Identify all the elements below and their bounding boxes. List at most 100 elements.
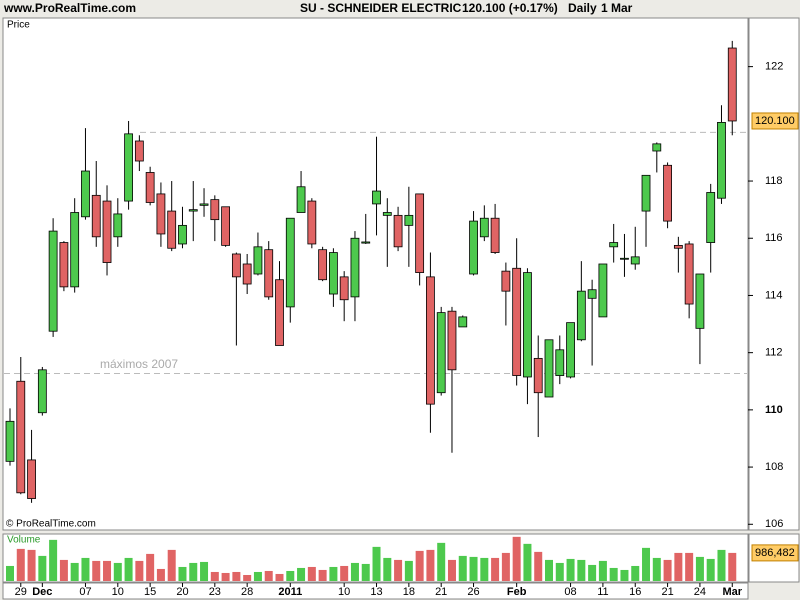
candle-body: [555, 349, 565, 376]
volume-bar: [534, 551, 543, 581]
volume-bar: [383, 557, 392, 581]
date: 1 Mar: [601, 1, 633, 15]
quote: 120.100 (+0.17%): [462, 1, 558, 15]
candle-body: [124, 133, 133, 202]
y-tick-label: 110: [765, 404, 783, 416]
candle-body: [350, 237, 360, 298]
volume-bar: [318, 569, 327, 581]
candle-body: [533, 357, 543, 394]
volume-bar: [297, 567, 306, 581]
volume-bar: [609, 567, 618, 581]
candle-body: [404, 214, 414, 226]
volume-bar: [92, 560, 101, 581]
volume-bar: [620, 569, 629, 581]
volume-bar: [501, 552, 510, 581]
period: Daily: [568, 1, 597, 15]
watermark: © ProRealTime.com: [6, 519, 96, 530]
volume-bar: [286, 570, 295, 581]
volume-bar: [49, 539, 58, 581]
volume-bar: [728, 552, 737, 581]
volume-bar: [146, 553, 155, 581]
price-label-box: [751, 112, 799, 130]
volume-bar: [437, 542, 446, 581]
volume-bar: [275, 573, 284, 581]
candle-body: [188, 209, 198, 212]
candle-body: [372, 190, 381, 205]
volume-bar: [588, 564, 597, 581]
y-tick-label: 114: [765, 289, 783, 301]
volume-bar: [491, 557, 500, 581]
candle-body: [490, 217, 500, 253]
volume-bar: [178, 566, 187, 581]
y-tick-label: 116: [765, 232, 783, 244]
candle-body: [296, 186, 306, 213]
volume-bar: [329, 566, 338, 581]
candle-body: [479, 217, 489, 238]
volume-bar: [555, 562, 564, 581]
annotation: máximos 2007: [100, 357, 178, 371]
candle-body: [178, 224, 187, 245]
volume-bar: [652, 557, 661, 581]
candle-body: [318, 249, 328, 281]
x-tick-label: 21: [435, 586, 447, 598]
volume-bar: [350, 562, 359, 581]
volume-bar: [545, 559, 553, 581]
candle-body: [339, 276, 349, 301]
volume-bar: [480, 557, 489, 581]
volume-bar: [512, 536, 521, 581]
volume-bar: [200, 561, 209, 581]
x-tick-label: 24: [694, 586, 706, 598]
y-tick-label: 122: [765, 61, 783, 73]
candle-body: [361, 241, 371, 244]
candle-body: [328, 252, 338, 295]
candle-body: [102, 200, 112, 263]
x-tick-label: 10: [338, 586, 350, 598]
candle-body: [544, 339, 554, 398]
candle-body: [717, 122, 726, 199]
candle-body: [264, 249, 274, 298]
x-tick-label: 10: [112, 586, 124, 598]
volume-bar: [642, 547, 651, 581]
candle-body: [447, 310, 457, 371]
volume-bar: [706, 558, 715, 581]
volume-bar: [695, 556, 704, 581]
y-tick-label: 106: [765, 518, 783, 530]
candle-body: [221, 206, 231, 246]
volume-bar: [404, 560, 413, 581]
candle-body: [630, 256, 640, 265]
candle-body: [199, 203, 209, 206]
price-label: 120.100: [755, 115, 795, 127]
candle-body: [113, 213, 123, 238]
volume-label: 986,482: [755, 547, 795, 559]
candle-body: [652, 143, 662, 152]
candle-body: [5, 420, 15, 462]
volume-bar: [426, 549, 435, 581]
candle-body: [609, 242, 619, 248]
volume-bar: [340, 565, 349, 581]
candle-body: [167, 210, 177, 249]
candle-body: [210, 199, 220, 221]
candle-body: [426, 276, 435, 405]
date-axis: [2, 582, 749, 600]
volume-bar: [243, 574, 252, 581]
x-tick-label: Mar: [722, 586, 742, 598]
volume-bar: [685, 552, 694, 581]
x-tick-label: 11: [597, 586, 608, 598]
candle-body: [231, 253, 241, 278]
candle-body: [684, 243, 694, 305]
volume-label-box: [751, 544, 799, 562]
volume-bar: [631, 565, 640, 581]
volume-bar: [372, 546, 381, 581]
volume-bar: [70, 562, 79, 581]
candle-body: [695, 273, 705, 329]
volume-bar: [361, 563, 370, 581]
x-tick-label: 26: [467, 586, 479, 598]
price-axis: [748, 17, 800, 531]
x-tick-label: Feb: [507, 586, 527, 598]
instrument: SU - SCHNEIDER ELECTRIC: [300, 1, 462, 15]
candle-body: [620, 257, 629, 260]
volume-bar: [27, 549, 36, 581]
candle-body: [16, 380, 26, 494]
